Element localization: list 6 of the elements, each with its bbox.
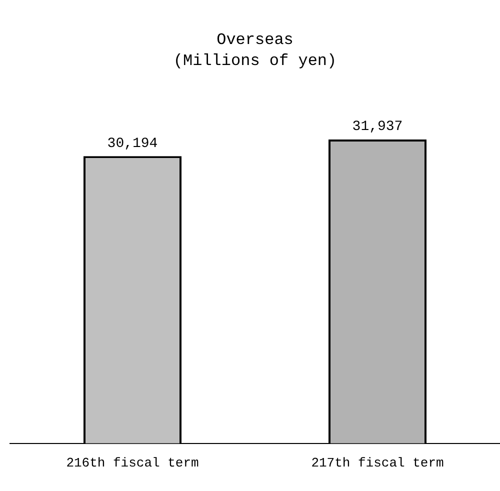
data-label: 30,194 <box>107 136 158 152</box>
x-tick-label: 216th fiscal term <box>66 456 200 471</box>
chart-subtitle: (Millions of yen) <box>173 52 337 70</box>
chart-title: Overseas <box>216 30 294 49</box>
x-tick-label: 217th fiscal term <box>311 456 444 471</box>
data-label: 31,937 <box>352 119 403 136</box>
